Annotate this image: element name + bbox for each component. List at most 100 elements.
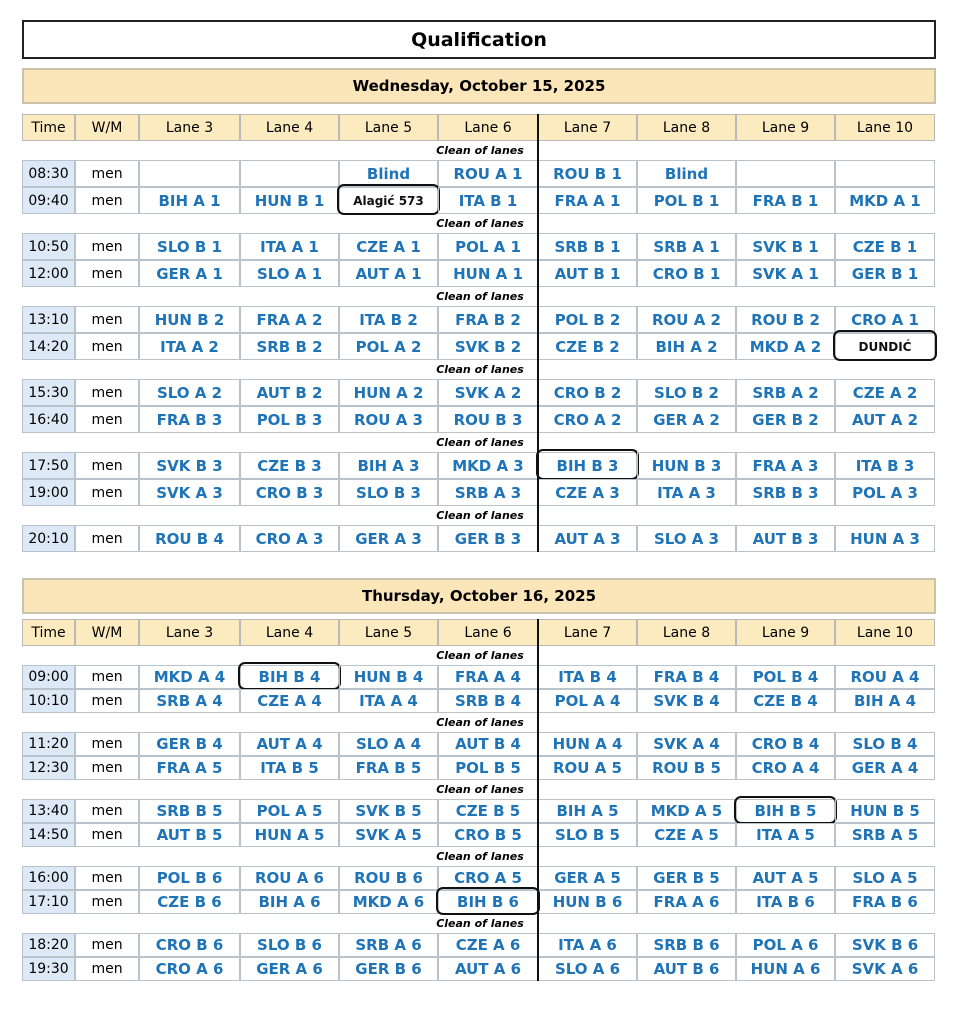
lane-cell: FRA B 1	[736, 187, 835, 214]
highlight-box	[436, 887, 540, 915]
time-cell: 14:50	[22, 823, 75, 847]
lane-cell: ROU A 2	[637, 306, 736, 333]
lane-cell: CRO A 2	[538, 406, 637, 433]
lane-cell: FRA A 5	[139, 756, 240, 780]
lane-cell: FRA A 6	[637, 890, 736, 914]
lane-cell: CRO B 4	[736, 732, 835, 756]
clean-note: Clean of lanes	[436, 435, 524, 449]
lane-cell: HUN A 6	[736, 957, 835, 981]
lane-cell: CZE B 5	[438, 799, 538, 823]
lane-cell: FRA A 1	[538, 187, 637, 214]
lane-cell: AUT B 2	[240, 379, 339, 406]
lane-cell: HUN B 5	[835, 799, 935, 823]
lane-cell: ROU A 1	[438, 160, 538, 187]
lane-cell: GER B 6	[339, 957, 438, 981]
lane-cell: SVK A 2	[438, 379, 538, 406]
lane-cell: SRB B 6	[637, 933, 736, 957]
lane-cell: GER A 2	[637, 406, 736, 433]
lane-cell: CZE B 2	[538, 333, 637, 360]
lane-cell: POL B 3	[240, 406, 339, 433]
lane-cell: FRA B 3	[139, 406, 240, 433]
highlight-box	[536, 449, 639, 480]
time-cell: 08:30	[22, 160, 75, 187]
time-cell: 18:20	[22, 933, 75, 957]
lane-cell: SVK B 3	[139, 452, 240, 479]
lane-cell: ITA B 4	[538, 665, 637, 689]
lane-cell: ITA A 1	[240, 233, 339, 260]
lane-cell: CZE B 3	[240, 452, 339, 479]
time-cell: 14:20	[22, 333, 75, 360]
lane-cell	[139, 160, 240, 187]
lane-cell: CRO B 3	[240, 479, 339, 506]
lane-cell: MKD A 3	[438, 452, 538, 479]
lane-cell: ITA A 4	[339, 689, 438, 713]
lane-cell: GER A 6	[240, 957, 339, 981]
clean-note: Clean of lanes	[436, 362, 524, 376]
time-cell: 13:10	[22, 306, 75, 333]
lane-cell: CZE B 1	[835, 233, 935, 260]
clean-note: Clean of lanes	[436, 289, 524, 303]
lane-cell: AUT B 4	[438, 732, 538, 756]
title: Qualification	[22, 20, 936, 59]
time-cell: 12:00	[22, 260, 75, 287]
clean-note: Clean of lanes	[436, 648, 524, 662]
lane-cell: CRO B 2	[538, 379, 637, 406]
lane-cell: BIH A 1	[139, 187, 240, 214]
category-cell: men	[75, 187, 139, 214]
time-cell: 12:30	[22, 756, 75, 780]
lane-cell: HUN A 4	[538, 732, 637, 756]
lane-cell: POL B 5	[438, 756, 538, 780]
lane-cell: HUN A 5	[240, 823, 339, 847]
column-header: Lane 5	[339, 114, 438, 141]
lane-cell: SLO B 6	[240, 933, 339, 957]
column-header: Lane 8	[637, 114, 736, 141]
lane-cell: FRA A 2	[240, 306, 339, 333]
lane-cell: POL A 2	[339, 333, 438, 360]
lane-cell: BIH A 5	[538, 799, 637, 823]
lane-cell: MKD A 6	[339, 890, 438, 914]
lane-cell: SLO B 2	[637, 379, 736, 406]
lane-cell: SLO B 5	[538, 823, 637, 847]
lane-cell: CRO A 4	[736, 756, 835, 780]
lane-cell: ROU A 6	[240, 866, 339, 890]
lane-cell: CZE A 2	[835, 379, 935, 406]
lane-cell: HUN B 1	[240, 187, 339, 214]
clean-note: Clean of lanes	[436, 916, 524, 930]
lane-cell: SVK A 4	[637, 732, 736, 756]
lane-cell: HUN B 4	[339, 665, 438, 689]
lane-cell: FRA B 5	[339, 756, 438, 780]
column-header: Lane 10	[835, 619, 935, 646]
lane-cell: MKD A 1	[835, 187, 935, 214]
lane-cell: POL A 4	[538, 689, 637, 713]
lane-cell: SLO A 6	[538, 957, 637, 981]
lane-cell	[240, 160, 339, 187]
lane-cell: HUN B 3	[637, 452, 736, 479]
category-cell: men	[75, 160, 139, 187]
lane-cell: ROU B 3	[438, 406, 538, 433]
lane-cell: FRA B 2	[438, 306, 538, 333]
category-cell: men	[75, 890, 139, 914]
column-header: Lane 4	[240, 114, 339, 141]
highlight-box	[833, 330, 937, 361]
lane-cell: ROU B 5	[637, 756, 736, 780]
lane-cell: SVK A 1	[736, 260, 835, 287]
category-cell: men	[75, 823, 139, 847]
lane-cell: CZE A 3	[538, 479, 637, 506]
lane-cell: Blind	[339, 160, 438, 187]
column-header: W/M	[75, 114, 139, 141]
lane-cell: ITA B 3	[835, 452, 935, 479]
lane-cell: AUT A 2	[835, 406, 935, 433]
lane-cell: POL B 1	[637, 187, 736, 214]
lane-cell: ROU A 4	[835, 665, 935, 689]
lane-cell: CRO A 1	[835, 306, 935, 333]
time-cell: 19:30	[22, 957, 75, 981]
lane-cell: CZE B 4	[736, 689, 835, 713]
lane-divider	[537, 114, 539, 552]
column-header: Lane 9	[736, 114, 835, 141]
clean-note: Clean of lanes	[436, 849, 524, 863]
category-cell: men	[75, 379, 139, 406]
time-cell: 17:10	[22, 890, 75, 914]
time-cell: 13:40	[22, 799, 75, 823]
lane-cell: SLO B 3	[339, 479, 438, 506]
